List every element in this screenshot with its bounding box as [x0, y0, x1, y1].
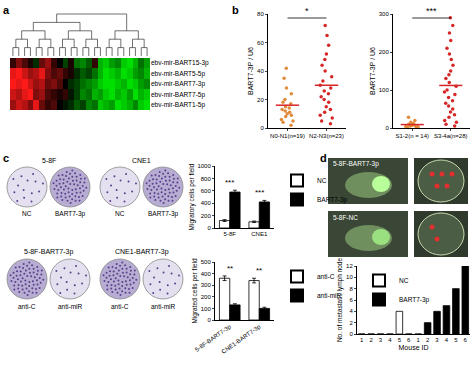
- svg-text:BART7-3P / U6: BART7-3P / U6: [247, 47, 254, 95]
- svg-text:600: 600: [201, 188, 212, 194]
- svg-text:200: 200: [201, 294, 212, 300]
- svg-text:0: 0: [260, 125, 264, 131]
- svg-text:NC: NC: [317, 177, 327, 184]
- svg-text:ebv-mir-BART7-5p: ebv-mir-BART7-5p: [151, 91, 205, 99]
- svg-text:200: 200: [201, 213, 212, 219]
- svg-text:ebv-mir-BART1-5p: ebv-mir-BART1-5p: [151, 101, 205, 109]
- svg-text:anti-C: anti-C: [18, 303, 36, 310]
- svg-text:Mouse ID: Mouse ID: [399, 344, 429, 351]
- svg-text:5-8F-BART7-3p: 5-8F-BART7-3p: [194, 323, 233, 353]
- svg-text:0: 0: [385, 125, 389, 131]
- svg-text:12: 12: [346, 263, 353, 269]
- svg-text:5-8F-BART7-3p: 5-8F-BART7-3p: [333, 160, 379, 168]
- svg-text:6: 6: [349, 297, 353, 303]
- svg-text:400: 400: [201, 200, 212, 206]
- svg-text:20: 20: [257, 97, 264, 103]
- svg-text:1: 1: [417, 337, 421, 343]
- svg-text:4: 4: [445, 337, 449, 343]
- svg-text:4: 4: [349, 308, 353, 314]
- svg-text:BART7-3p: BART7-3p: [148, 210, 179, 218]
- svg-text:CNE1-BART7-3p: CNE1-BART7-3p: [220, 323, 262, 355]
- svg-text:8: 8: [349, 286, 353, 292]
- svg-text:anti-miR: anti-miR: [151, 303, 176, 310]
- svg-text:300: 300: [201, 282, 212, 288]
- svg-text:***: ***: [426, 6, 437, 16]
- svg-text:5-8F-BART7-3p: 5-8F-BART7-3p: [24, 248, 73, 256]
- svg-text:anti-C: anti-C: [111, 303, 129, 310]
- svg-text:d: d: [320, 152, 327, 164]
- svg-text:5-8F-NC: 5-8F-NC: [333, 214, 358, 221]
- svg-text:4: 4: [388, 337, 392, 343]
- svg-text:BART7-3p: BART7-3p: [399, 296, 430, 304]
- svg-text:80: 80: [257, 11, 264, 17]
- svg-text:CNE1: CNE1: [132, 157, 151, 164]
- svg-text:NC: NC: [399, 277, 409, 284]
- svg-text:anti-C: anti-C: [317, 273, 335, 280]
- svg-text:N0-N1(n=19): N0-N1(n=19): [270, 133, 305, 139]
- svg-text:0: 0: [349, 331, 353, 337]
- svg-text:5: 5: [398, 337, 402, 343]
- svg-text:10: 10: [346, 274, 353, 280]
- svg-text:S3-4a(n=28): S3-4a(n=28): [434, 133, 468, 139]
- svg-text:100: 100: [379, 87, 390, 93]
- svg-text:500: 500: [201, 259, 212, 265]
- svg-text:anti-miR: anti-miR: [317, 292, 342, 299]
- svg-text:NC: NC: [115, 210, 125, 217]
- svg-text:3: 3: [379, 337, 383, 343]
- svg-text:2: 2: [426, 337, 430, 343]
- svg-text:CNE1: CNE1: [251, 231, 268, 237]
- svg-text:3: 3: [435, 337, 439, 343]
- svg-text:Migratory cells per field: Migratory cells per field: [188, 163, 196, 230]
- svg-text:BART7-3P / U6: BART7-3P / U6: [369, 47, 376, 95]
- svg-text:b: b: [232, 4, 239, 16]
- svg-text:100: 100: [201, 306, 212, 312]
- svg-text:ebv-mir-BART5-5p: ebv-mir-BART5-5p: [151, 70, 205, 78]
- svg-text:5-8F: 5-8F: [42, 157, 56, 164]
- svg-text:5-8F: 5-8F: [224, 231, 237, 237]
- svg-text:200: 200: [379, 49, 390, 55]
- svg-text:5: 5: [454, 337, 458, 343]
- svg-text:N2-N3(n=23): N2-N3(n=23): [309, 133, 344, 139]
- svg-text:1: 1: [360, 337, 364, 343]
- svg-text:**: **: [256, 266, 262, 275]
- svg-text:No. of metastatic lymph node: No. of metastatic lymph node: [336, 258, 344, 343]
- svg-text:anti-miR: anti-miR: [58, 303, 83, 310]
- svg-text:2: 2: [349, 320, 353, 326]
- svg-text:6: 6: [464, 337, 468, 343]
- svg-text:*: *: [305, 6, 309, 16]
- svg-text:800: 800: [201, 176, 212, 182]
- svg-text:Migrated cells per field: Migrated cells per field: [191, 258, 199, 323]
- svg-text:40: 40: [257, 68, 264, 74]
- svg-text:60: 60: [257, 40, 264, 46]
- svg-text:NC: NC: [22, 210, 32, 217]
- svg-text:400: 400: [201, 271, 212, 277]
- svg-text:300: 300: [379, 11, 390, 17]
- svg-text:0: 0: [207, 317, 211, 323]
- svg-text:1000: 1000: [197, 163, 211, 169]
- svg-text:***: ***: [225, 178, 234, 187]
- svg-text:BART7-3p: BART7-3p: [317, 196, 348, 204]
- svg-text:***: ***: [255, 188, 264, 197]
- svg-text:ebv-mir-BART15-3p: ebv-mir-BART15-3p: [151, 59, 209, 67]
- svg-text:a: a: [3, 4, 10, 16]
- svg-text:6: 6: [407, 337, 411, 343]
- svg-text:BART7-3p: BART7-3p: [55, 210, 86, 218]
- svg-text:CNE1-BART7-3p: CNE1-BART7-3p: [115, 248, 169, 256]
- svg-text:0: 0: [207, 225, 211, 231]
- svg-text:2: 2: [369, 337, 373, 343]
- svg-text:**: **: [227, 264, 233, 273]
- svg-text:ebv-mir-BART7-3p: ebv-mir-BART7-3p: [151, 80, 205, 88]
- svg-text:S1-2(n = 14): S1-2(n = 14): [395, 133, 429, 139]
- svg-text:c: c: [3, 152, 9, 164]
